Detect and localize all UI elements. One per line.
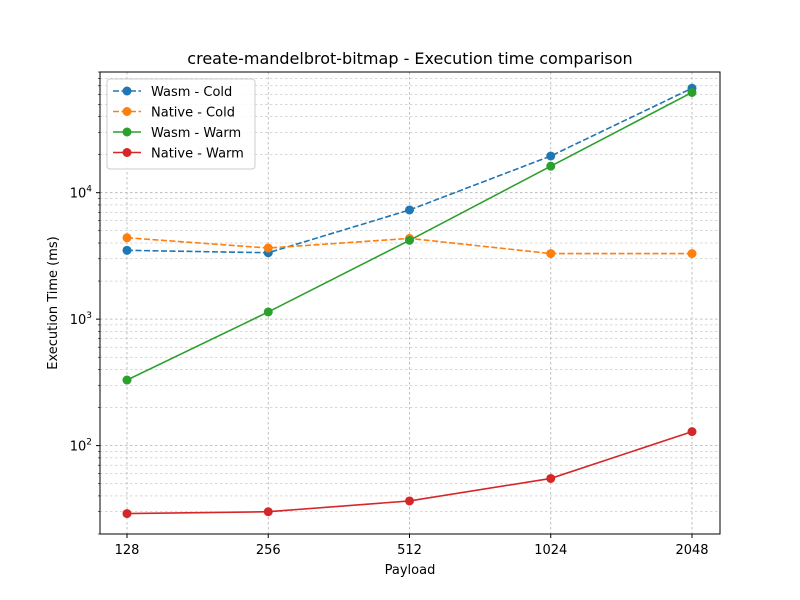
chart-title: create-mandelbrot-bitmap - Execution tim… [187, 49, 632, 68]
legend: Wasm - Cold Native - Cold Wasm - Warm Nativ… [106, 78, 256, 170]
data-point [122, 245, 132, 255]
data-point [263, 307, 273, 317]
data-point [687, 87, 697, 97]
legend-marker [122, 107, 132, 116]
x-tick-label: 256 [256, 543, 281, 558]
data-point [546, 473, 556, 483]
data-point [546, 249, 556, 259]
x-axis-label: Payload [385, 563, 436, 578]
data-point [405, 205, 414, 215]
ticks: 128 256 512 1024 2048 102 103 104 [70, 71, 709, 558]
data-point [263, 507, 273, 517]
legend-label: Wasm - Cold [151, 85, 232, 100]
y-tick-label: 104 [70, 185, 93, 202]
legend-label: Wasm - Warm [151, 126, 241, 141]
y-tick-label: 102 [70, 438, 92, 455]
legend-label: Native - Cold [151, 106, 235, 121]
data-point [546, 151, 556, 161]
data-point [122, 509, 132, 519]
series-layer [122, 83, 697, 519]
series-line [126, 87, 693, 254]
data-point [122, 375, 132, 385]
y-axis-label: Execution Time (ms) [46, 236, 61, 369]
x-tick-label: 128 [115, 543, 140, 558]
legend-label: Native - Warm [151, 147, 244, 162]
data-point [546, 161, 556, 171]
data-point [687, 427, 697, 437]
x-tick-label: 512 [397, 543, 422, 558]
x-tick-label: 2048 [675, 543, 708, 558]
legend-box [106, 78, 256, 170]
x-tick-label: 1024 [534, 543, 567, 558]
y-tick-label: 103 [70, 311, 92, 328]
data-point [405, 496, 414, 506]
data-point [687, 249, 697, 259]
legend-marker [122, 148, 132, 157]
data-point [122, 233, 132, 243]
data-point [263, 243, 273, 253]
legend-marker [122, 127, 132, 137]
legend-marker [122, 86, 132, 96]
data-point [405, 235, 414, 245]
